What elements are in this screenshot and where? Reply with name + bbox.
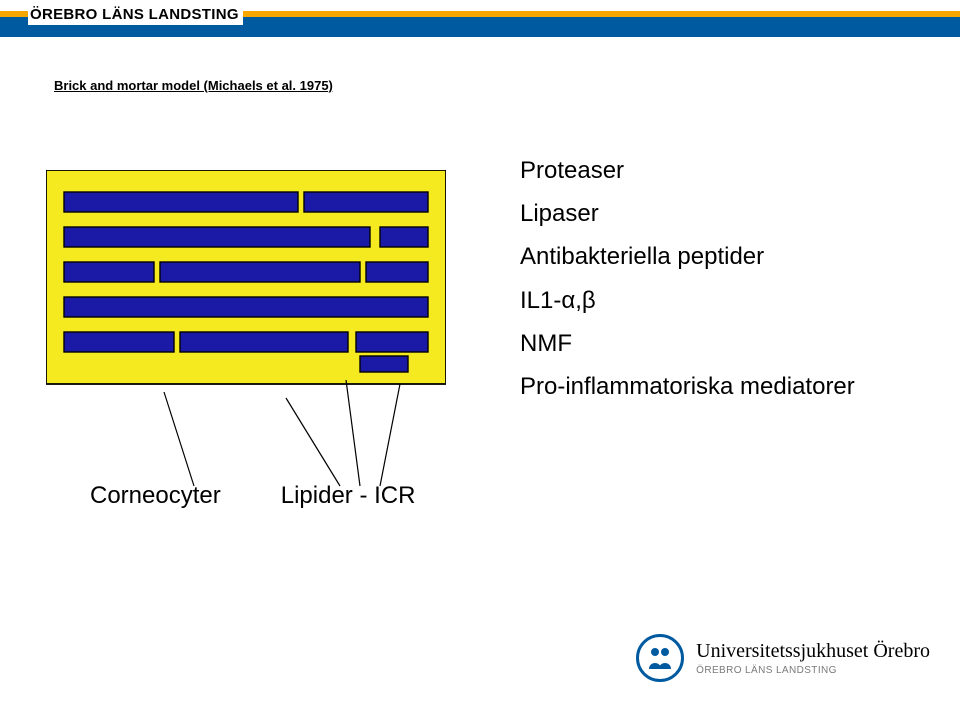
label-corneocyter: Corneocyter <box>90 482 221 510</box>
footer-logo-icon <box>636 634 684 682</box>
list-item: Antibakteriella peptider <box>520 238 855 275</box>
property-list: Proteaser Lipaser Antibakteriella peptid… <box>520 152 855 411</box>
header-title-box: ÖREBRO LÄNS LANDSTING <box>28 3 243 25</box>
footer: Universitetssjukhuset Örebro ÖREBRO LÄNS… <box>636 634 930 682</box>
brick-mortar-diagram <box>46 170 446 384</box>
bottom-label-row: Corneocyter Lipider - ICR <box>90 482 415 510</box>
brick-mortar-svg <box>46 170 446 510</box>
list-item: Pro-inflammatoriska mediatorer <box>520 368 855 405</box>
list-item: NMF <box>520 325 855 362</box>
list-item: IL1-α,β <box>520 282 855 319</box>
people-icon <box>645 643 675 673</box>
header-title: ÖREBRO LÄNS LANDSTING <box>30 6 239 23</box>
footer-sub-text: ÖREBRO LÄNS LANDSTING <box>696 665 930 676</box>
list-item: Proteaser <box>520 152 855 189</box>
diagram-subtitle: Brick and mortar model (Michaels et al. … <box>54 78 333 93</box>
list-item: Lipaser <box>520 195 855 232</box>
footer-main-text: Universitetssjukhuset Örebro <box>696 640 930 663</box>
footer-text: Universitetssjukhuset Örebro ÖREBRO LÄNS… <box>696 640 930 676</box>
slide-header: ÖREBRO LÄNS LANDSTING <box>0 0 960 42</box>
label-lipider: Lipider - ICR <box>281 482 416 510</box>
